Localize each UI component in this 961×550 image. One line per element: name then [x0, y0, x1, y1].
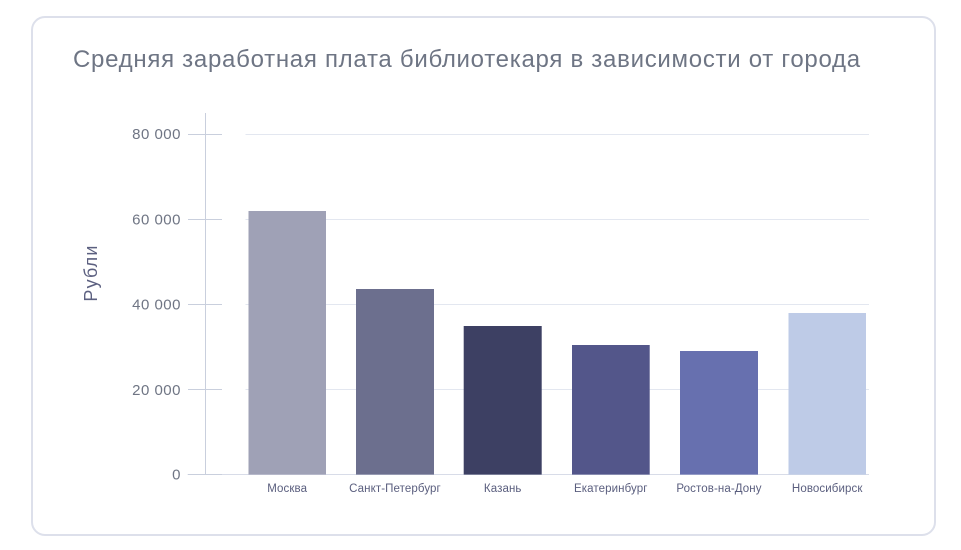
svg-text:40 000: 40 000 — [132, 297, 181, 314]
svg-text:Новосибирск: Новосибирск — [792, 483, 863, 495]
svg-text:Казань: Казань — [484, 483, 522, 495]
svg-text:80 000: 80 000 — [132, 126, 181, 143]
svg-text:Москва: Москва — [267, 483, 307, 495]
svg-text:Ростов-на-Дону: Ростов-на-Дону — [676, 483, 761, 495]
svg-text:Екатеринбург: Екатеринбург — [574, 483, 648, 495]
svg-text:20 000: 20 000 — [132, 382, 181, 399]
svg-text:Санкт-Петербург: Санкт-Петербург — [349, 483, 441, 495]
svg-text:60 000: 60 000 — [132, 211, 181, 228]
svg-text:0: 0 — [172, 467, 181, 484]
svg-text:Рубли: Рубли — [81, 244, 101, 301]
